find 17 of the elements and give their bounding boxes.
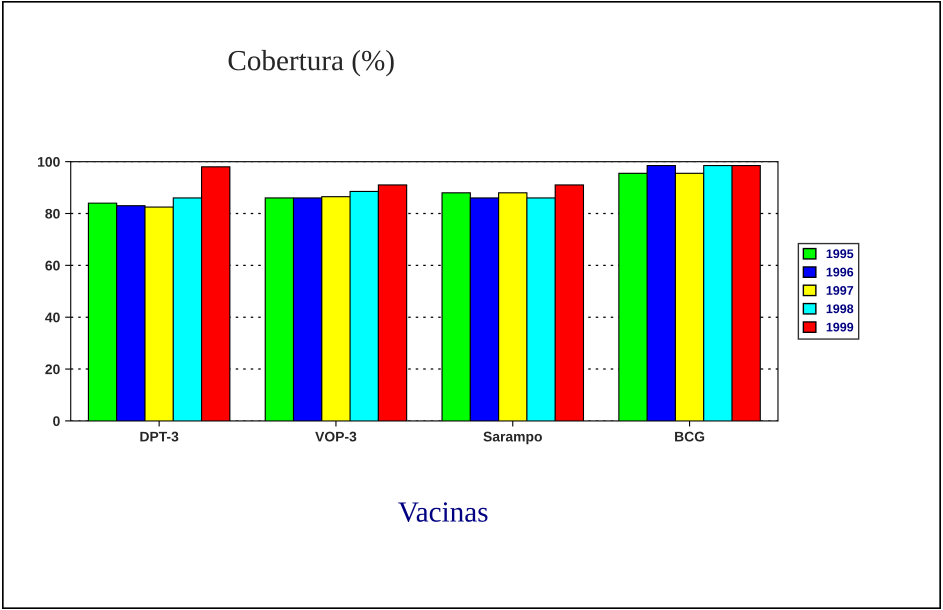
legend-label: 1998 [826,304,854,314]
x-axis-title: Vacinas [398,502,488,522]
legend-label: 1999 [826,322,854,332]
legend-label: 1997 [826,286,854,295]
y-tick-label: 20 [45,364,60,374]
x-tick-label: Sarampo [483,432,542,444]
y-tick-label: 80 [45,208,60,219]
y-tick-label: 40 [45,312,60,322]
legend-label: 1996 [826,268,854,277]
chart-title: Cobertura (%) [228,50,394,76]
x-tick-label: VOP-3 [315,432,356,442]
y-tick-label: 0 [53,416,60,426]
legend-label: 1995 [826,249,854,258]
x-tick-label: BCG [675,432,704,442]
x-tick-label: DPT-3 [140,432,178,442]
y-tick-label: 100 [38,156,60,167]
y-tick-label: 60 [45,260,60,271]
